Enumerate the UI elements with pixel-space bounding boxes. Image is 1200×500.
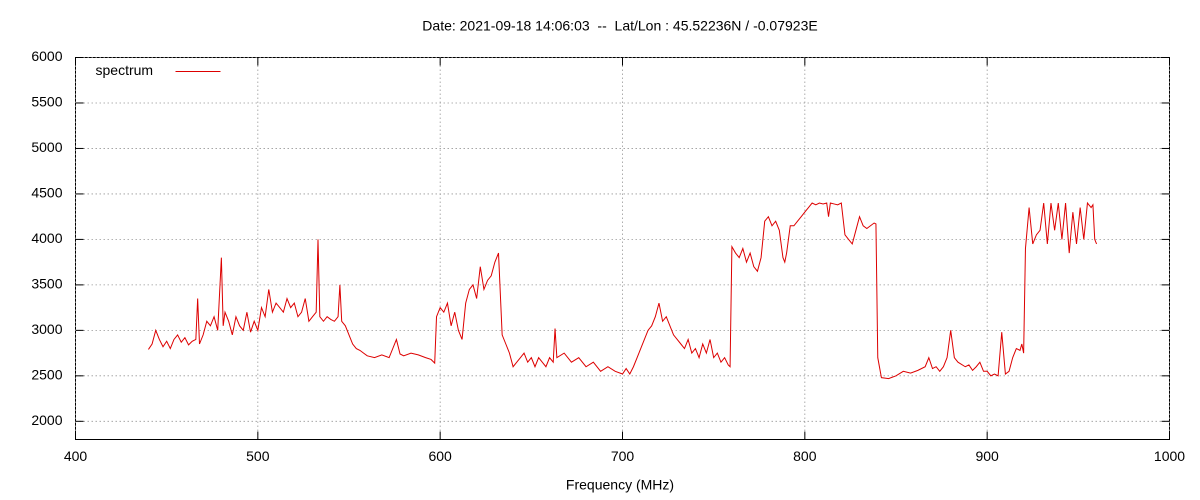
chart-title: Date: 2021-09-18 14:06:03 -- Lat/Lon : 4… [422, 18, 817, 34]
y-tick-label: 5000 [31, 139, 62, 155]
y-tick-label: 4000 [31, 230, 62, 246]
y-tick-label: 3500 [31, 276, 62, 292]
x-tick-label: 800 [793, 448, 817, 464]
series-line [148, 201, 1098, 380]
x-tick-label: 700 [611, 448, 635, 464]
y-tick-label: 4500 [31, 185, 62, 201]
y-tick-label: 2500 [31, 367, 62, 383]
y-tick-label: 3000 [31, 321, 62, 337]
x-tick-label: 400 [64, 448, 88, 464]
y-tick-label: 2000 [31, 412, 62, 428]
x-tick-label: 900 [975, 448, 999, 464]
legend-label: spectrum [96, 62, 154, 78]
x-axis-label: Frequency (MHz) [566, 477, 674, 493]
y-tick-label: 5500 [31, 94, 62, 110]
y-tick-label: 6000 [31, 48, 62, 64]
x-tick-label: 1000 [1154, 448, 1185, 464]
x-tick-label: 600 [428, 448, 452, 464]
x-tick-label: 500 [246, 448, 270, 464]
